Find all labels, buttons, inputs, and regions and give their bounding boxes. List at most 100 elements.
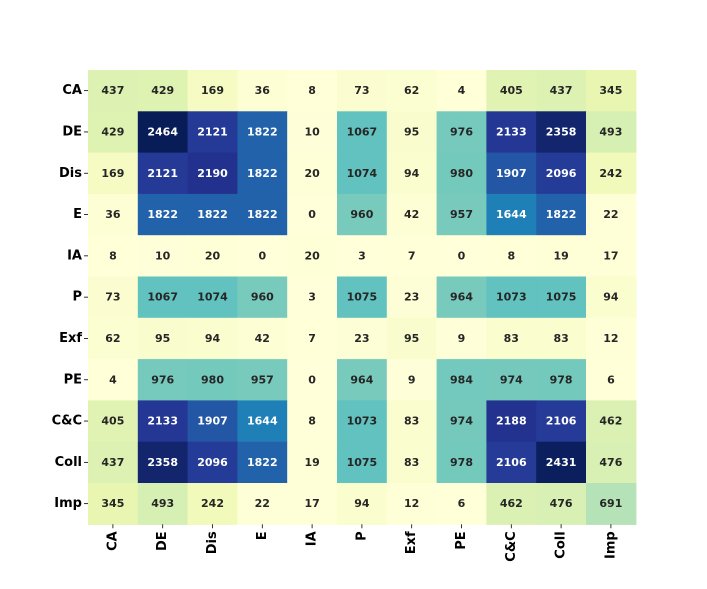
row-tick-label: Exf xyxy=(59,331,82,346)
cell-value-label: 964 xyxy=(450,291,473,304)
cell-value-label: 1073 xyxy=(496,291,527,304)
col-tick-label: DE xyxy=(155,531,170,551)
cell-value-label: 1822 xyxy=(247,208,278,221)
heatmap-cell xyxy=(137,400,189,443)
cell-value-label: 691 xyxy=(599,497,622,510)
cell-value-label: 169 xyxy=(201,84,224,97)
cell-value-label: 36 xyxy=(105,208,121,221)
heatmap-cell xyxy=(88,359,139,401)
heatmap-cell xyxy=(287,152,338,195)
cell-value-label: 960 xyxy=(251,291,274,304)
heatmap-cell xyxy=(88,483,139,525)
col-tick-label: PE xyxy=(454,531,469,549)
heatmap-cell xyxy=(586,235,637,278)
cell-value-label: 978 xyxy=(450,456,473,469)
heatmap-cell xyxy=(187,152,238,195)
cell-value-label: 957 xyxy=(251,373,274,386)
cell-value-label: 1074 xyxy=(347,167,378,180)
cell-value-label: 42 xyxy=(404,208,419,221)
row-tick-label: DE xyxy=(62,124,82,139)
heatmap-cell xyxy=(137,193,189,236)
cell-value-label: 3 xyxy=(308,291,316,304)
row-tick-label: CA xyxy=(62,83,82,98)
cell-value-label: 20 xyxy=(205,249,221,262)
cell-value-label: 94 xyxy=(603,291,619,304)
cell-value-label: 1075 xyxy=(347,291,378,304)
col-tick-label: Imp xyxy=(603,531,618,559)
heatmap-cell xyxy=(486,193,537,236)
row-tick-label: PE xyxy=(64,372,82,387)
heatmap-cell xyxy=(88,152,139,195)
row-tick-label: Imp xyxy=(54,496,82,511)
heatmap-cell xyxy=(386,276,438,319)
heatmap-cell xyxy=(187,441,238,484)
cell-value-label: 980 xyxy=(201,373,224,386)
cell-value-label: 974 xyxy=(500,373,523,386)
heatmap-cell xyxy=(88,235,139,278)
cell-value-label: 1074 xyxy=(197,291,228,304)
cell-value-label: 493 xyxy=(151,497,174,510)
heatmap-cell xyxy=(287,235,338,278)
cell-value-label: 2358 xyxy=(147,456,178,469)
heatmap-cell xyxy=(337,152,388,195)
cell-value-label: 476 xyxy=(550,497,573,510)
cell-value-label: 1907 xyxy=(197,415,228,428)
cell-value-label: 22 xyxy=(603,208,618,221)
cell-value-label: 974 xyxy=(450,415,473,428)
cell-value-label: 1075 xyxy=(347,456,378,469)
cell-value-label: 42 xyxy=(255,332,270,345)
cell-value-label: 1073 xyxy=(347,415,378,428)
cell-value-label: 476 xyxy=(599,456,622,469)
heatmap-cell xyxy=(187,359,238,401)
cell-value-label: 6 xyxy=(607,373,615,386)
heatmap-cell xyxy=(187,276,238,319)
cell-value-label: 462 xyxy=(599,415,622,428)
cell-value-label: 2121 xyxy=(147,167,178,180)
cell-value-label: 437 xyxy=(101,84,124,97)
heatmap-cell xyxy=(187,400,238,443)
heatmap-cell xyxy=(436,70,487,112)
cell-value-label: 23 xyxy=(404,291,419,304)
cell-value-label: 94 xyxy=(205,332,221,345)
cell-value-label: 94 xyxy=(404,167,420,180)
heatmap-cell xyxy=(486,152,537,195)
cell-value-label: 8 xyxy=(109,249,117,262)
heatmap-cell xyxy=(137,70,189,112)
heatmap-cell xyxy=(287,276,338,319)
cell-value-label: 19 xyxy=(553,249,568,262)
heatmap-cell xyxy=(586,111,637,154)
heatmap-cell xyxy=(386,111,438,154)
cell-value-label: 2121 xyxy=(197,125,228,138)
heatmap-cell xyxy=(436,235,487,278)
cell-value-label: 10 xyxy=(155,249,171,262)
heatmap-cell xyxy=(386,193,438,236)
row-tick-label: E xyxy=(73,207,82,222)
cell-value-label: 17 xyxy=(304,497,319,510)
cell-value-label: 0 xyxy=(308,373,316,386)
heatmap-cell xyxy=(536,359,587,401)
cell-value-label: 242 xyxy=(201,497,224,510)
cell-value-label: 0 xyxy=(258,249,266,262)
cell-value-label: 1067 xyxy=(347,125,378,138)
heatmap-cell xyxy=(386,235,438,278)
heatmap-cell xyxy=(536,441,587,484)
cell-value-label: 1822 xyxy=(247,167,278,180)
cell-value-label: 62 xyxy=(404,84,419,97)
heatmap-cell xyxy=(287,193,338,236)
cell-value-label: 1822 xyxy=(546,208,577,221)
cell-value-label: 95 xyxy=(155,332,170,345)
heatmap-cell xyxy=(137,276,189,319)
heatmap-cell xyxy=(386,152,438,195)
cell-value-label: 4 xyxy=(458,84,466,97)
heatmap-cell xyxy=(187,317,238,360)
cell-value-label: 1644 xyxy=(496,208,527,221)
heatmap-cell xyxy=(337,70,388,112)
heatmap-cell xyxy=(536,235,587,278)
heatmap-cell xyxy=(187,193,238,236)
cell-value-label: 1822 xyxy=(247,125,278,138)
heatmap-cell xyxy=(436,359,487,401)
heatmap-cell xyxy=(237,276,288,319)
heatmap-cell xyxy=(287,359,338,401)
cell-value-label: 1822 xyxy=(147,208,178,221)
